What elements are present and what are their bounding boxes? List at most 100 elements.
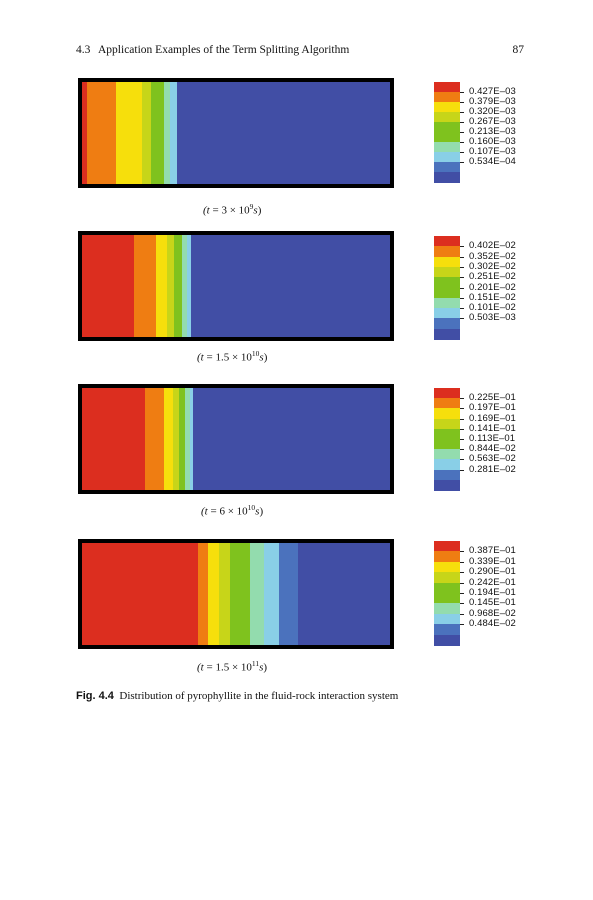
legend-tick bbox=[460, 92, 464, 93]
legend-label: 0.427E–03 bbox=[469, 86, 516, 97]
concentration-field-3 bbox=[82, 388, 390, 490]
legend-tick bbox=[460, 112, 464, 113]
legend-tick bbox=[460, 439, 464, 440]
legend-swatch bbox=[434, 172, 460, 183]
legend-swatch bbox=[434, 582, 460, 594]
figure-label: Fig. 4.4 bbox=[76, 690, 114, 702]
concentration-band bbox=[86, 82, 116, 184]
legend-swatch bbox=[434, 142, 460, 153]
concentration-band bbox=[82, 82, 87, 184]
contour-panel-4 bbox=[78, 539, 394, 649]
legend-label: 0.320E–03 bbox=[469, 106, 516, 117]
legend-swatch bbox=[434, 603, 460, 615]
legend-swatch bbox=[434, 572, 460, 584]
legend-tick bbox=[460, 256, 464, 258]
legend-label: 0.194E–01 bbox=[469, 587, 516, 598]
legend-label: 0.302E–02 bbox=[469, 260, 516, 272]
legend-swatch bbox=[434, 328, 460, 340]
concentration-band bbox=[134, 235, 156, 337]
legend-swatch bbox=[434, 246, 460, 258]
legend-tick bbox=[460, 102, 464, 103]
figure-caption-text: Distribution of pyrophyllite in the flui… bbox=[119, 690, 399, 702]
legend-tick bbox=[460, 593, 464, 594]
legend-tick bbox=[460, 561, 464, 563]
legend-label: 0.160E–03 bbox=[469, 136, 516, 147]
legend-swatch-column bbox=[434, 541, 460, 646]
legend-swatch bbox=[434, 613, 460, 625]
concentration-band bbox=[191, 235, 390, 337]
legend-tick bbox=[460, 408, 464, 410]
legend-swatch bbox=[434, 479, 460, 491]
color-legend-3: 0.225E–01 0.197E–01 0.169E–01 0.141E–01 0.11… bbox=[434, 388, 593, 491]
concentration-band bbox=[229, 543, 250, 645]
legend-tick bbox=[460, 297, 464, 299]
legend-swatch bbox=[434, 122, 460, 133]
section-number: 4.3 bbox=[76, 44, 91, 56]
legend-swatch bbox=[434, 318, 460, 330]
concentration-band bbox=[151, 82, 164, 184]
legend-label: 0.107E–03 bbox=[469, 146, 516, 157]
concentration-band bbox=[186, 235, 192, 337]
legend-swatch bbox=[434, 82, 460, 93]
legend-label: 0.197E–01 bbox=[469, 402, 516, 414]
time-caption-4: (t = 1.5 × 1011s) bbox=[197, 659, 268, 674]
legend-tick bbox=[460, 152, 464, 153]
legend-tick bbox=[460, 603, 464, 605]
concentration-band bbox=[219, 543, 230, 645]
legend-label: 0.242E–01 bbox=[469, 576, 516, 588]
legend-label: 0.379E–03 bbox=[469, 96, 516, 107]
legend-swatch bbox=[434, 593, 460, 604]
concentration-band bbox=[82, 388, 146, 490]
legend-swatch bbox=[434, 561, 460, 573]
legend-tick bbox=[460, 266, 464, 268]
legend-label: 0.141E–01 bbox=[469, 422, 516, 434]
concentration-band bbox=[169, 82, 177, 184]
legend-swatch bbox=[434, 266, 460, 278]
legend-label: 0.968E–02 bbox=[469, 607, 516, 619]
legend-tick bbox=[460, 308, 464, 310]
legend-tick bbox=[460, 624, 464, 626]
legend-swatch bbox=[434, 398, 460, 409]
legend-label: 0.267E–03 bbox=[469, 116, 516, 127]
legend-swatch bbox=[434, 388, 460, 399]
legend-tick bbox=[460, 428, 464, 430]
legend-label: 0.290E–01 bbox=[469, 566, 516, 578]
legend-swatch-column bbox=[434, 82, 460, 183]
concentration-band bbox=[82, 235, 135, 337]
legend-tick bbox=[460, 551, 464, 553]
concentration-band bbox=[193, 388, 390, 490]
legend-swatch bbox=[434, 634, 460, 646]
legend-label: 0.352E–02 bbox=[469, 250, 516, 262]
contour-panel-2 bbox=[78, 231, 394, 341]
legend-swatch bbox=[434, 236, 460, 247]
concentration-band bbox=[197, 543, 209, 645]
concentration-band bbox=[182, 235, 187, 337]
legend-label: 0.339E–01 bbox=[469, 555, 516, 567]
legend-tick bbox=[460, 277, 464, 279]
legend-label: 0.534E–04 bbox=[469, 156, 516, 167]
legend-tick bbox=[460, 449, 464, 451]
legend-label: 0.101E–02 bbox=[469, 302, 516, 314]
legend-swatch bbox=[434, 551, 460, 563]
legend-swatch-column bbox=[434, 236, 460, 340]
legend-swatch bbox=[434, 102, 460, 113]
legend-tick bbox=[460, 398, 464, 400]
legend-swatch bbox=[434, 297, 460, 309]
concentration-field-1 bbox=[82, 82, 390, 184]
legend-tick bbox=[460, 572, 464, 574]
legend-swatch bbox=[434, 439, 460, 450]
legend-swatch bbox=[434, 624, 460, 636]
running-header: 4.3 Application Examples of the Term Spl… bbox=[76, 44, 524, 60]
legend-label: 0.225E–01 bbox=[469, 392, 516, 404]
legend-label: 0.251E–02 bbox=[469, 271, 516, 283]
legend-label: 0.201E–02 bbox=[469, 281, 516, 293]
color-legend-4: 0.387E–01 0.339E–01 0.290E–01 0.242E–01 0.19… bbox=[434, 541, 593, 646]
legend-swatch bbox=[434, 112, 460, 123]
contour-panel-3 bbox=[78, 384, 394, 494]
concentration-band bbox=[163, 388, 173, 490]
page-number: 87 bbox=[512, 44, 525, 56]
contour-panel-1 bbox=[78, 78, 394, 188]
legend-swatch bbox=[434, 459, 460, 471]
legend-label: 0.169E–01 bbox=[469, 412, 516, 424]
legend-swatch bbox=[434, 132, 460, 143]
